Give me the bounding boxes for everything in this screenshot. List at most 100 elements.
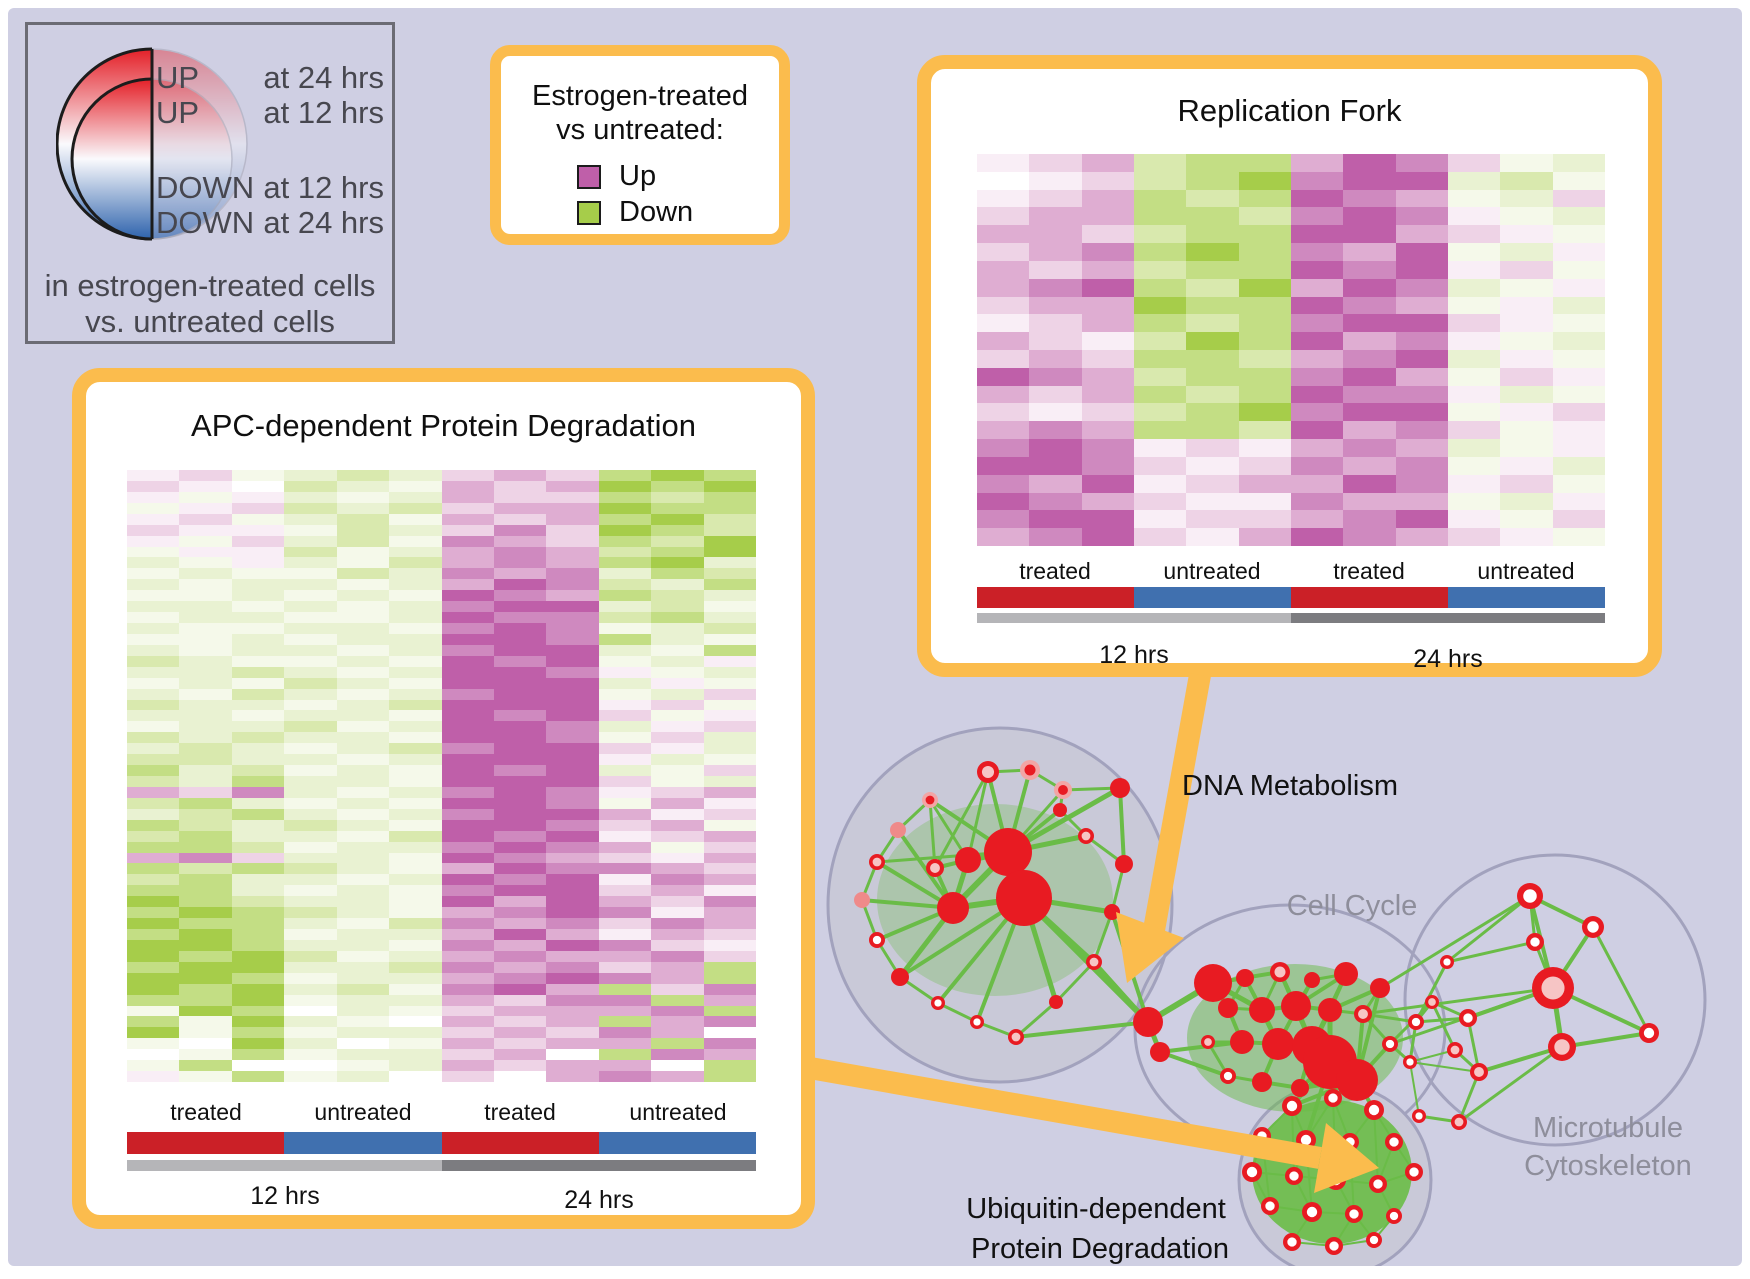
heatmap-cell [703,1060,756,1072]
heatmap-cell [598,819,652,831]
heatmap-cell [127,754,180,766]
heatmap-cell [284,841,337,853]
heatmap-cell [1029,439,1082,457]
heatmap-cell [1343,296,1396,315]
heatmap-cell [703,491,756,503]
heatmap-cell [598,699,652,711]
heatmap-cell [284,535,337,547]
gene-node [854,892,870,908]
heatmap-cell [1343,225,1396,244]
legend-down-24-time: at 24 hrs [263,205,384,240]
heatmap-cell [651,732,704,744]
heatmap-cell [1447,528,1501,546]
heatmap-cell [546,732,599,744]
heatmap-cell [1186,456,1239,475]
heatmap-cell [441,830,494,842]
heatmap-cell [1081,154,1134,172]
network-edge [1159,1040,1243,1054]
heatmap-cell [1552,243,1605,261]
heatmap-cell [441,950,494,962]
heatmap-cell [651,786,704,798]
heatmap-cell [546,885,599,897]
gene-node [1049,995,1063,1009]
heatmap-cell [441,994,494,1006]
heatmap-cell [441,732,494,744]
heatmap-cell [336,590,390,602]
heatmap-cell [336,568,390,580]
heatmap-cell [493,808,547,820]
heatmap-cell [127,1027,180,1039]
heatmap-cell [1238,278,1291,297]
gene-node-core [1587,921,1599,933]
heatmap-cell [284,721,337,733]
heatmap-cell [179,786,232,798]
heatmap-cell [179,1038,232,1050]
heatmap-cell [598,601,652,613]
heatmap-cell [651,972,704,984]
heatmap-cell [703,874,756,886]
heatmap-cell [703,1005,756,1017]
gene-node-core [1409,1167,1419,1177]
heatmap-cell [703,1027,756,1039]
gene-node [1110,778,1130,798]
heatmap-cell [493,633,547,645]
heatmap-cell [1447,492,1501,511]
heatmap-cell [703,830,756,842]
heatmap-cell [1343,528,1396,546]
heatmap-cell [493,513,547,525]
heatmap-cell [651,983,704,995]
heatmap-cell [1081,528,1134,546]
apc-24hrs-bar [442,1160,756,1171]
heatmap-cell [284,699,337,711]
heatmap-cell [127,491,180,503]
gene-node-core [1463,1013,1473,1023]
heatmap-cell [703,786,756,798]
heatmap-cell [493,918,547,929]
heatmap-cell [179,1071,232,1082]
heatmap-cell [493,1016,547,1028]
heatmap-cell [336,666,390,678]
heatmap-cell [1029,474,1082,493]
heatmap-cell [284,633,337,645]
heatmap-cell [1029,243,1082,261]
heatmap-cell [546,1027,599,1039]
heatmap-cell [389,480,442,492]
heatmap-cell [546,830,599,842]
heatmap-cell [284,1049,337,1061]
heatmap-cell [598,841,652,853]
heatmap-cell [1238,260,1291,279]
heatmap-cell [598,765,652,776]
heatmap-cell [651,524,704,536]
heatmap-cell [179,644,232,656]
heatmap-cell [389,808,442,820]
heatmap-cell [441,1038,494,1050]
heatmap-cell [546,699,599,711]
heatmap-cell [179,1060,232,1072]
heatmap-cell [284,1027,337,1039]
heatmap-cell [441,557,494,569]
heatmap-cell [703,743,756,755]
apc-12hrs-label: 12 hrs [250,1182,320,1210]
heatmap-cell [1081,439,1134,457]
heatmap-cell [1447,171,1501,190]
heatmap-cell [1290,367,1344,386]
heatmap-cell [284,666,337,678]
heatmap-cell [127,601,180,613]
heatmap-cell [1447,296,1501,315]
heatmap-cell [284,513,337,525]
heatmap-cell [1081,243,1134,261]
heatmap-cell [231,568,285,580]
heatmap-cell [389,524,442,536]
heatmap-cell [284,819,337,831]
heatmap-cell [231,830,285,842]
heatmap-cell [441,546,494,558]
heatmap-cell [179,568,232,580]
heatmap-cell [703,994,756,1006]
heatmap-cell [1290,189,1344,208]
heatmap-cell [598,885,652,897]
rf-group-label-3: treated [1333,558,1405,584]
heatmap-cell [127,1005,180,1017]
heatmap-cell [389,633,442,645]
heatmap-cell [651,1005,704,1017]
heatmap-cell [703,1016,756,1028]
